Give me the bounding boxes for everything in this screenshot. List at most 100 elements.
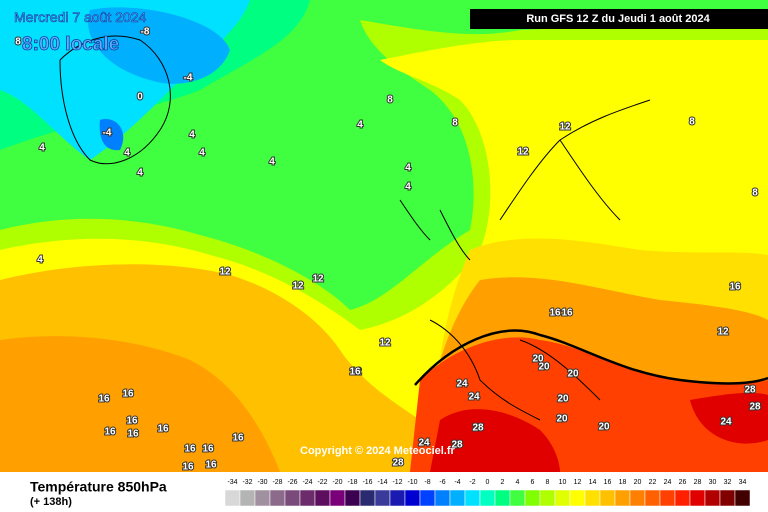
scale-label: -22 — [317, 479, 327, 486]
scale-swatch — [239, 489, 256, 507]
time-label: 8:00 locale — [22, 34, 119, 55]
scale-label: 4 — [516, 479, 520, 486]
contour-label: 24 — [720, 417, 732, 428]
scale-label: 10 — [559, 479, 567, 486]
scale-label: -14 — [377, 479, 387, 486]
contour-label: 12 — [219, 267, 231, 278]
scale-swatch — [614, 489, 631, 507]
contour-label: 20 — [557, 394, 569, 405]
contour-label: 20 — [538, 362, 550, 373]
contour-label: 12 — [717, 327, 729, 338]
scale-swatch — [569, 489, 586, 507]
date-label: Mercredi 7 août 2024 — [14, 9, 147, 25]
scale-label: -12 — [392, 479, 402, 486]
scale-swatch — [389, 489, 406, 507]
contour-label: 12 — [292, 281, 304, 292]
scale-label: 2 — [501, 479, 505, 486]
contour-label: -8 — [141, 27, 150, 38]
contour-label: 16 — [127, 429, 139, 440]
contour-label: 28 — [392, 458, 404, 469]
coast-scandinavia — [499, 99, 651, 221]
contour-label: 20 — [567, 369, 579, 380]
contour-label: 12 — [350, 367, 362, 378]
scale-swatch — [494, 489, 511, 507]
contour-label: 16 — [202, 444, 214, 455]
temperature-field — [0, 0, 768, 472]
contour-label: 4 — [405, 163, 411, 174]
contour-label: 4 — [37, 255, 43, 266]
scale-swatch — [674, 489, 691, 507]
scale-label: 22 — [649, 479, 657, 486]
contour-label: 24 — [418, 438, 430, 449]
contour-label: 8 — [452, 118, 458, 129]
contour-label: -4 — [103, 128, 112, 139]
copyright: Copyright © 2024 Meteociel.fr — [300, 445, 456, 457]
scale-label: -2 — [469, 479, 475, 486]
coast-british-isles — [399, 199, 471, 261]
contour-label: 4 — [405, 182, 411, 193]
scale-swatch — [344, 489, 361, 507]
contour-label: 20 — [598, 422, 610, 433]
scale-swatch — [359, 489, 376, 507]
contour-label: 12 — [559, 122, 571, 133]
scale-label: -24 — [302, 479, 312, 486]
contour-label: 16 — [182, 462, 194, 473]
scale-swatch — [329, 489, 346, 507]
contour-label: 4 — [39, 143, 45, 154]
scale-swatch — [629, 489, 646, 507]
contour-label: 28 — [472, 423, 484, 434]
contour-label: 24 — [468, 392, 480, 403]
color-scale: -34 -32 -30 -28 -26 -24 -22 -20 -18 -16 -14 -12 -10-… — [224, 479, 751, 507]
scale-swatch — [584, 489, 601, 507]
footer-lead: (+ 138h) — [30, 496, 72, 508]
scale-swatch — [254, 489, 271, 507]
scale-label: 34 — [739, 479, 747, 486]
scale-label: 26 — [679, 479, 687, 486]
contour-label: 8 — [387, 95, 393, 106]
scale-swatch — [314, 489, 331, 507]
scale-swatch — [734, 489, 751, 507]
field-orange — [0, 336, 280, 472]
contour-label: 16 — [561, 308, 573, 319]
contour-label: 16 — [205, 460, 217, 471]
scale-swatch — [224, 489, 241, 507]
contour-label: 24 — [456, 379, 468, 390]
scale-label: 14 — [589, 479, 597, 486]
scale-swatch — [434, 489, 451, 507]
field-red-dark-east — [690, 392, 768, 444]
scale-swatch — [509, 489, 526, 507]
scale-swatch — [704, 489, 721, 507]
scale-label: 32 — [724, 479, 732, 486]
contour-label: 8 — [752, 188, 758, 199]
scale-label: -32 — [242, 479, 252, 486]
contour-label: 0 — [137, 92, 143, 103]
scale-label: -4 — [454, 479, 460, 486]
scale-label: 16 — [604, 479, 612, 486]
coast-iberia-italy — [429, 319, 601, 421]
scale-label: -20 — [332, 479, 342, 486]
scale-label: -26 — [287, 479, 297, 486]
contour-label: 28 — [451, 440, 463, 451]
scale-label: -16 — [362, 479, 372, 486]
scale-label: 18 — [619, 479, 627, 486]
scale-label: 24 — [664, 479, 672, 486]
field-blue-dark — [99, 119, 124, 151]
contour-label: 8 — [15, 37, 21, 48]
scale-swatch — [464, 489, 481, 507]
contour-label: 16 — [98, 394, 110, 405]
contour-label: 16 — [729, 282, 741, 293]
coast-greenland — [59, 35, 171, 165]
scale-label: 20 — [634, 479, 642, 486]
contour-label: 28 — [749, 402, 761, 413]
scale-label: -18 — [347, 479, 357, 486]
contour-label: 12 — [379, 338, 391, 349]
contour-label: 4 — [357, 120, 363, 131]
scale-label: 0 — [486, 479, 490, 486]
scale-label: 6 — [531, 479, 535, 486]
contour-label: 12 — [312, 274, 324, 285]
field-red-dark — [430, 409, 560, 472]
scale-swatch — [644, 489, 661, 507]
